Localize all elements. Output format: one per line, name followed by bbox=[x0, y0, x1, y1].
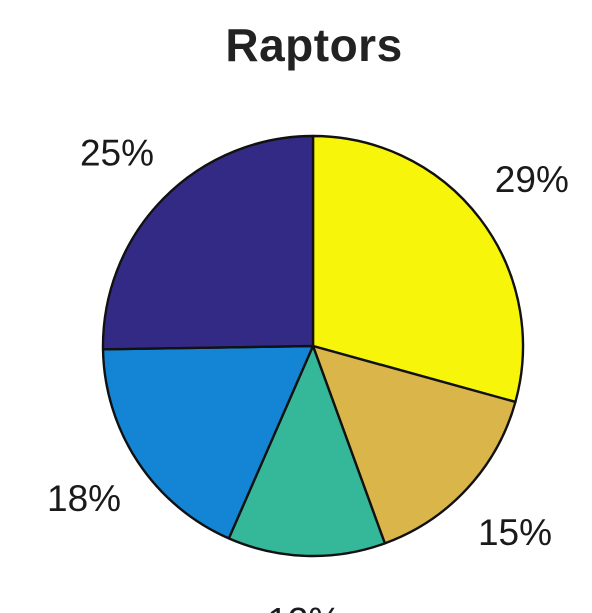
chart-title: Raptors bbox=[225, 19, 403, 71]
pie-slices bbox=[101, 134, 525, 558]
pie-label-5: 25% bbox=[80, 133, 154, 174]
pie-label-3: 12% bbox=[267, 600, 341, 613]
pie-slice-5 bbox=[101, 134, 315, 351]
pie-label-2: 15% bbox=[478, 512, 552, 553]
pie-slice-4 bbox=[101, 344, 315, 540]
pie-labels: 29% 15% 12% 18% 25% bbox=[47, 133, 569, 613]
pie-slice-2 bbox=[311, 344, 517, 545]
pie-slice-3 bbox=[227, 344, 387, 558]
pie-slice-1 bbox=[311, 134, 525, 404]
pie-label-4: 18% bbox=[47, 478, 121, 519]
pie-label-1: 29% bbox=[495, 159, 569, 200]
